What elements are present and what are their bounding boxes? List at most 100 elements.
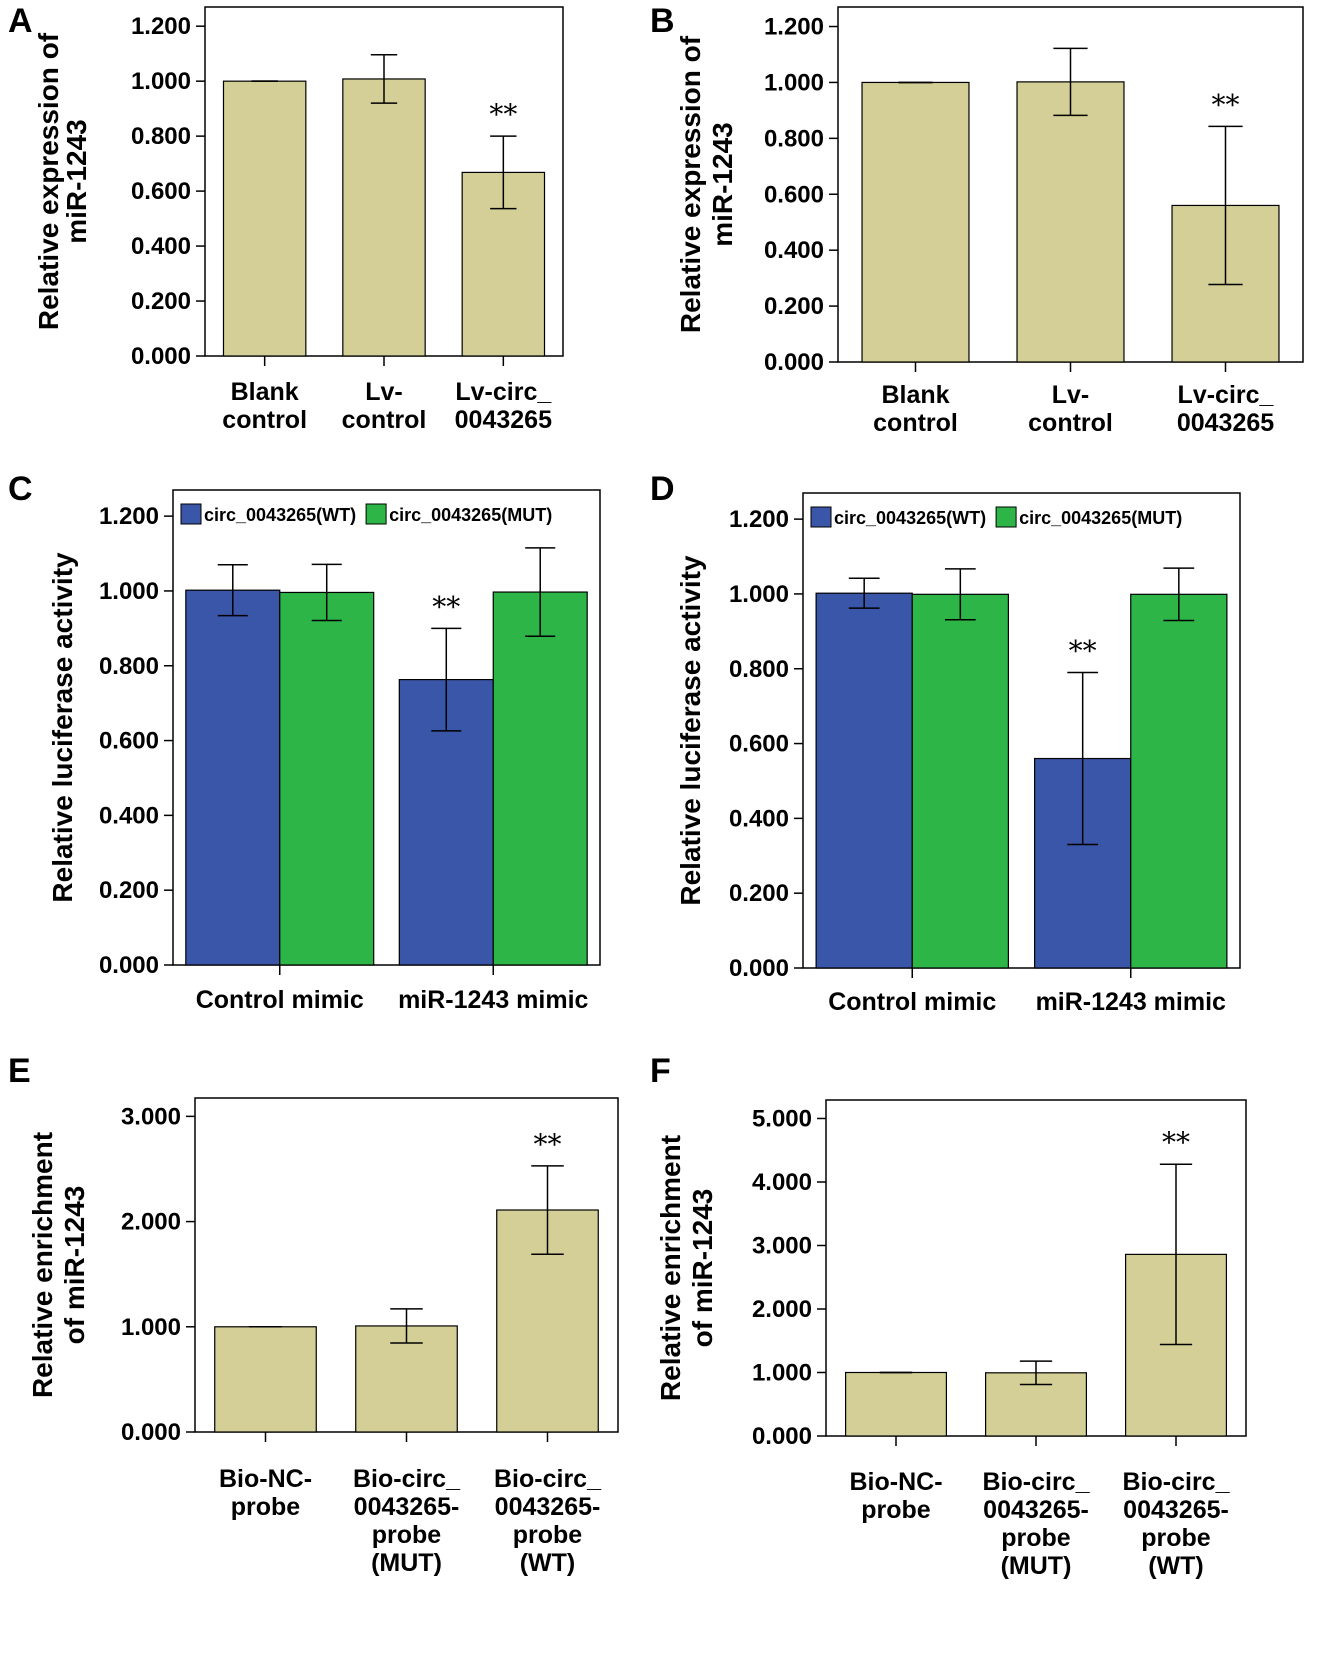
y-tick-label: 0.200 xyxy=(131,288,191,315)
error-bar xyxy=(1208,125,1243,286)
y-tick-label: 1.000 xyxy=(729,581,789,608)
bar xyxy=(911,593,1009,969)
panel-c: C 0.000 0.200 0.400 0.600 0.800 1.000 1.200 Rela… xyxy=(8,470,601,1014)
x-tick-label: Blank xyxy=(231,378,299,406)
x-tick-label: Bio-circ_ xyxy=(983,1468,1091,1496)
y-tick-label: 1.200 xyxy=(764,14,824,41)
y-tick-label: 1.000 xyxy=(752,1359,812,1386)
y-axis-label: miR-1243 xyxy=(707,122,738,247)
legend-swatch xyxy=(365,503,387,525)
bar xyxy=(815,592,913,969)
error-bar xyxy=(531,1165,564,1255)
significance-marker: ** xyxy=(1069,634,1097,667)
legend-swatch xyxy=(995,506,1017,528)
error-bar xyxy=(1019,1360,1053,1386)
bar xyxy=(222,80,307,357)
significance-marker: ** xyxy=(489,98,517,131)
y-axis-label: Relative enrichment xyxy=(27,1132,58,1398)
x-tick-label: Bio-circ_ xyxy=(1123,1468,1231,1496)
y-axis-label: Relative luciferase activity xyxy=(675,555,706,906)
bar xyxy=(844,1371,947,1437)
x-tick-label: 0043265 xyxy=(455,406,552,434)
significance-marker: ** xyxy=(1162,1126,1190,1159)
y-axis-label: Relative luciferase activity xyxy=(47,552,78,903)
x-tick-label: Bio-NC- xyxy=(219,1465,312,1493)
legend-label: circ_0043265(WT) xyxy=(204,505,356,525)
y-axis-label: Relative expression of xyxy=(675,35,706,333)
y-tick-label: 0.600 xyxy=(99,728,159,755)
x-tick-label: Lv- xyxy=(365,378,403,406)
legend-label: circ_0043265(WT) xyxy=(834,508,986,528)
y-axis-label: Relative expression of xyxy=(33,32,64,330)
y-tick-label: 3.000 xyxy=(121,1103,181,1130)
error-bar xyxy=(370,54,398,104)
y-tick-label: 0.000 xyxy=(764,349,824,376)
y-tick-label: 5.000 xyxy=(752,1105,812,1132)
x-tick-label: miR-1243 mimic xyxy=(1036,988,1226,1016)
y-tick-label: 0.000 xyxy=(729,955,789,982)
y-tick-label: 2.000 xyxy=(752,1296,812,1323)
x-tick-label: Lv-circ_ xyxy=(455,378,552,406)
y-tick-label: 0.600 xyxy=(764,181,824,208)
y-tick-label: 1.000 xyxy=(99,578,159,605)
x-tick-label: probe xyxy=(861,1496,931,1524)
x-tick-label: (MUT) xyxy=(371,1549,442,1577)
bar xyxy=(1016,81,1125,363)
y-tick-label: 1.000 xyxy=(121,1314,181,1341)
panel-a: A 0.000 0.200 0.400 0.600 0.800 1.000 1.200 Rela… xyxy=(8,2,564,434)
legend-item: circ_0043265(WT) xyxy=(180,503,356,525)
panel-letter: E xyxy=(8,1052,31,1090)
x-tick-label: (WT) xyxy=(520,1549,576,1577)
bar xyxy=(185,589,281,966)
plot-frame xyxy=(802,492,1241,969)
x-tick-label: Bio-circ_ xyxy=(494,1465,602,1493)
error-bar xyxy=(525,547,556,637)
y-tick-label: 0.000 xyxy=(99,952,159,979)
y-tick-label: 0.200 xyxy=(99,877,159,904)
panel-d: D 0.000 0.200 0.400 0.600 0.800 1.000 1.200 Rela… xyxy=(650,470,1241,1016)
bar xyxy=(214,1326,317,1433)
x-tick-label: Control mimic xyxy=(196,986,364,1014)
error-bar xyxy=(431,627,462,732)
y-tick-label: 0.400 xyxy=(764,237,824,264)
y-axis-label: Relative enrichment xyxy=(655,1135,686,1401)
x-tick-label: 0043265- xyxy=(495,1493,601,1521)
bar xyxy=(861,81,970,363)
error-bar xyxy=(217,564,248,617)
error-bar xyxy=(848,577,880,609)
legend-item: circ_0043265(WT) xyxy=(810,506,986,528)
legend-item: circ_0043265(MUT) xyxy=(995,506,1182,528)
y-tick-label: 0.600 xyxy=(729,731,789,758)
panel-letter: D xyxy=(650,470,675,508)
y-tick-label: 2.000 xyxy=(121,1209,181,1236)
error-bar xyxy=(944,568,976,621)
x-tick-label: Bio-circ_ xyxy=(353,1465,461,1493)
x-tick-label: probe xyxy=(513,1521,583,1549)
error-bar xyxy=(1159,1163,1193,1346)
y-tick-label: 3.000 xyxy=(752,1232,812,1259)
y-tick-label: 4.000 xyxy=(752,1169,812,1196)
x-tick-label: Blank xyxy=(881,381,949,409)
legend-swatch xyxy=(810,506,832,528)
y-tick-label: 0.400 xyxy=(131,233,191,260)
y-axis-label: of miR-1243 xyxy=(687,1189,718,1348)
y-tick-label: 0.000 xyxy=(752,1423,812,1450)
y-tick-label: 1.000 xyxy=(131,68,191,95)
y-tick-label: 0.800 xyxy=(764,125,824,152)
y-tick-label: 1.200 xyxy=(99,503,159,530)
y-tick-label: 1.200 xyxy=(729,506,789,533)
error-bar xyxy=(1067,671,1099,846)
significance-marker: ** xyxy=(1212,88,1240,121)
panel-f: F 0.000 1.000 2.000 3.000 4.000 5.000 Relative … xyxy=(650,1052,1247,1580)
panel-letter: A xyxy=(8,2,33,40)
y-tick-label: 0.000 xyxy=(121,1419,181,1446)
x-tick-label: control xyxy=(1028,409,1113,437)
y-tick-label: 1.200 xyxy=(131,13,191,40)
panel-letter: C xyxy=(8,470,33,508)
significance-marker: ** xyxy=(432,590,460,623)
x-tick-label: Lv- xyxy=(1052,381,1090,409)
significance-marker: ** xyxy=(534,1128,562,1161)
x-tick-label: probe xyxy=(1001,1524,1071,1552)
legend-label: circ_0043265(MUT) xyxy=(389,505,552,525)
